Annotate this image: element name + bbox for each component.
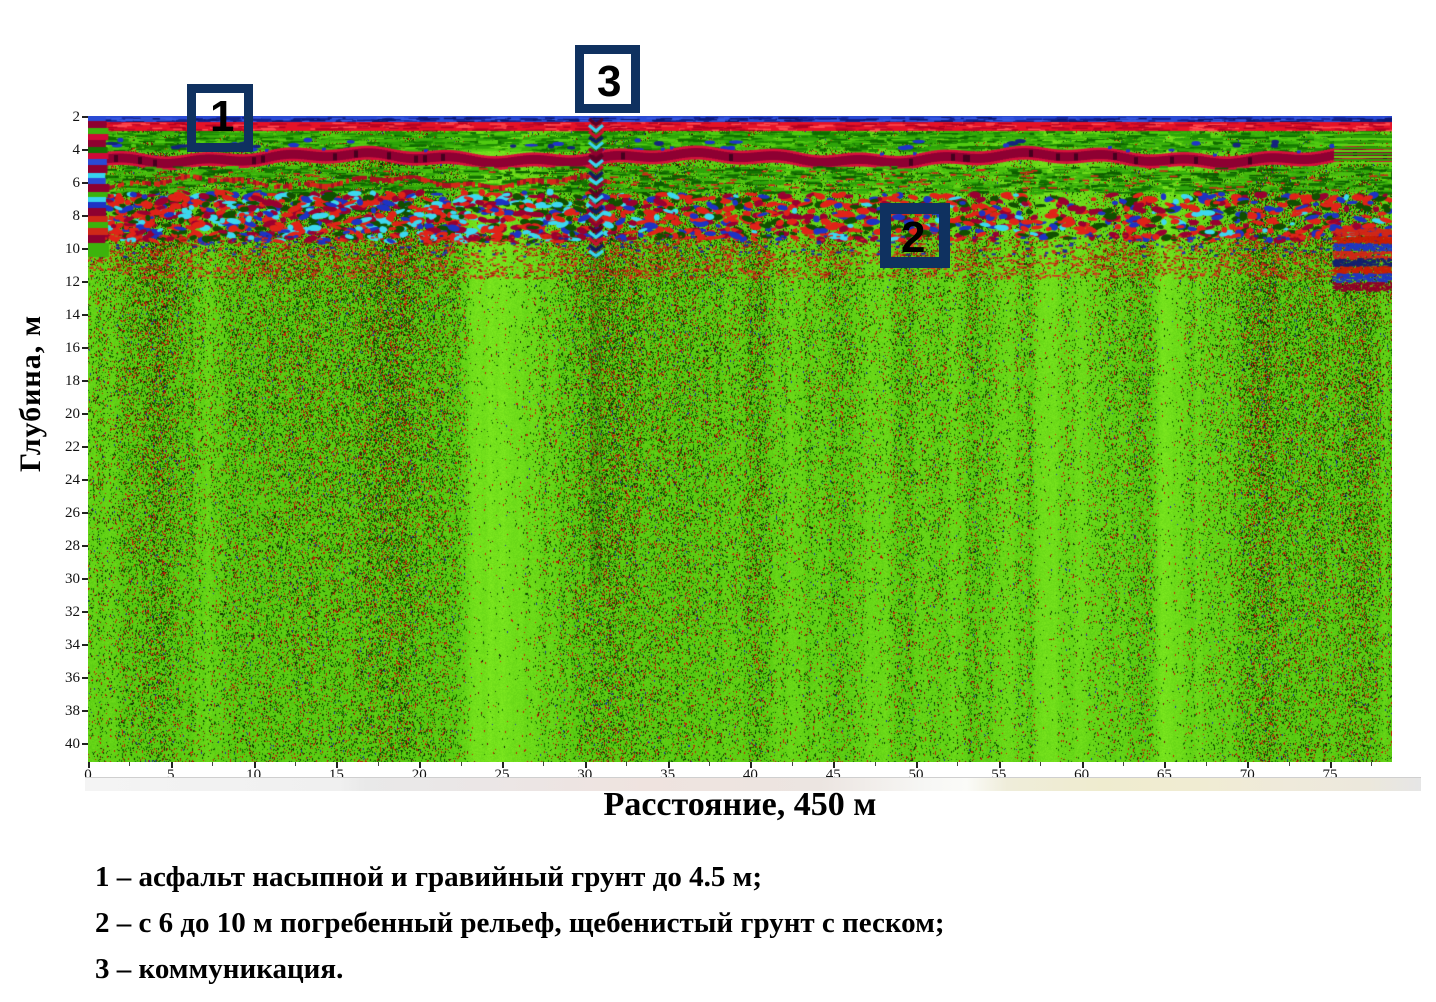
radargram-canvas [88, 116, 1392, 762]
y-tick-label: 24 [65, 472, 80, 488]
legend-item-2: 2 – с 6 до 10 м погребенный рельеф, щебе… [95, 907, 945, 939]
annotation-box-2: 2 [880, 203, 950, 268]
y-tick-mark [82, 479, 88, 481]
x-tick-mark [916, 762, 918, 768]
y-tick-mark [82, 314, 88, 316]
x-tick-mark [1330, 762, 1332, 768]
y-tick-label: 22 [65, 439, 80, 455]
x-tick-mark [1081, 762, 1084, 768]
y-tick-mark [82, 446, 88, 448]
y-tick-mark [82, 578, 88, 580]
y-tick-label: 32 [65, 604, 80, 620]
x-tick-mark [502, 762, 504, 768]
x-tick-mark [667, 762, 670, 768]
y-tick-label: 8 [72, 208, 81, 224]
x-tick-minor [460, 762, 462, 766]
x-tick-minor [874, 762, 876, 766]
annotation-number-2: 2 [901, 213, 926, 262]
x-tick-mark [336, 762, 339, 768]
x-tick-minor [791, 762, 793, 766]
y-tick-label: 14 [65, 307, 80, 323]
y-tick-mark [82, 677, 88, 679]
horizontal-scrollbar[interactable] [85, 777, 1421, 791]
y-tick-label: 28 [65, 538, 80, 554]
y-tick-label: 10 [65, 241, 80, 257]
y-tick-mark [82, 413, 88, 415]
x-tick-minor [543, 762, 545, 766]
x-tick-minor [709, 762, 710, 766]
x-tick-minor [957, 762, 959, 766]
annotation-box-3: 3 [575, 45, 640, 113]
y-tick-mark [82, 512, 88, 514]
x-tick-mark [1164, 762, 1167, 768]
y-tick-label: 26 [65, 505, 80, 521]
x-tick-minor [295, 762, 296, 766]
y-tick-label: 18 [65, 373, 80, 389]
y-tick-mark [82, 182, 88, 184]
annotation-number-1: 1 [210, 92, 235, 141]
y-tick-label: 6 [72, 175, 81, 191]
x-tick-mark [1247, 762, 1250, 768]
y-tick-label: 38 [65, 703, 80, 719]
y-tick-label: 36 [65, 670, 80, 686]
legend-item-1: 1 – асфальт насыпной и гравийный грунт д… [95, 861, 762, 893]
annotation-number-3: 3 [597, 57, 622, 106]
x-tick-minor [129, 762, 131, 766]
legend-item-3: 3 – коммуникация. [95, 953, 344, 985]
y-tick-label: 16 [65, 340, 80, 356]
x-tick-label: 5 [167, 767, 175, 783]
y-tick-label: 34 [65, 637, 80, 653]
y-tick-mark [82, 611, 88, 613]
x-tick-mark [584, 762, 587, 768]
y-tick-mark [82, 149, 88, 151]
y-tick-mark [82, 248, 88, 250]
y-tick-label: 12 [65, 274, 80, 290]
y-tick-mark [82, 116, 88, 118]
x-tick-minor [626, 762, 628, 766]
x-axis-title: Расстояние, 450 м [603, 786, 877, 823]
y-tick-mark [82, 710, 88, 712]
x-tick-minor [1040, 762, 1042, 766]
y-tick-mark [82, 347, 88, 349]
x-tick-mark [750, 762, 753, 768]
x-tick-minor [212, 762, 214, 766]
x-tick-mark [419, 762, 422, 768]
x-tick-mark [998, 762, 1001, 768]
figure-legend: 1 – асфальт насыпной и гравийный грунт д… [95, 854, 945, 992]
y-tick-label: 40 [65, 736, 80, 752]
y-tick-mark [82, 644, 88, 646]
x-tick-minor [1288, 762, 1290, 766]
annotation-box-1: 1 [187, 84, 253, 152]
y-tick-label: 20 [65, 406, 80, 422]
x-tick-mark [88, 762, 90, 768]
y-tick-label: 2 [72, 109, 81, 125]
x-tick-minor [1205, 762, 1207, 766]
x-tick-minor [1371, 762, 1373, 766]
x-tick-minor [1123, 762, 1124, 766]
y-tick-mark [82, 281, 88, 283]
y-tick-mark [82, 743, 88, 745]
y-tick-mark [82, 215, 88, 217]
y-tick-mark [82, 380, 88, 382]
y-tick-label: 4 [72, 142, 81, 158]
x-tick-mark [833, 762, 836, 768]
x-tick-minor [377, 762, 379, 766]
x-tick-mark [253, 762, 256, 768]
x-tick-mark [170, 762, 173, 768]
y-tick-mark [82, 545, 88, 547]
y-tick-label: 30 [65, 571, 80, 587]
x-tick-label: 0 [84, 767, 92, 783]
